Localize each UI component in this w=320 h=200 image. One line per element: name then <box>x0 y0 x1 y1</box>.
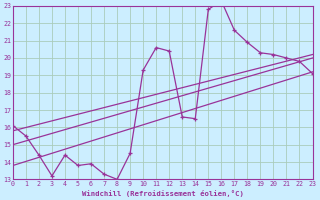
X-axis label: Windchill (Refroidissement éolien,°C): Windchill (Refroidissement éolien,°C) <box>82 190 244 197</box>
